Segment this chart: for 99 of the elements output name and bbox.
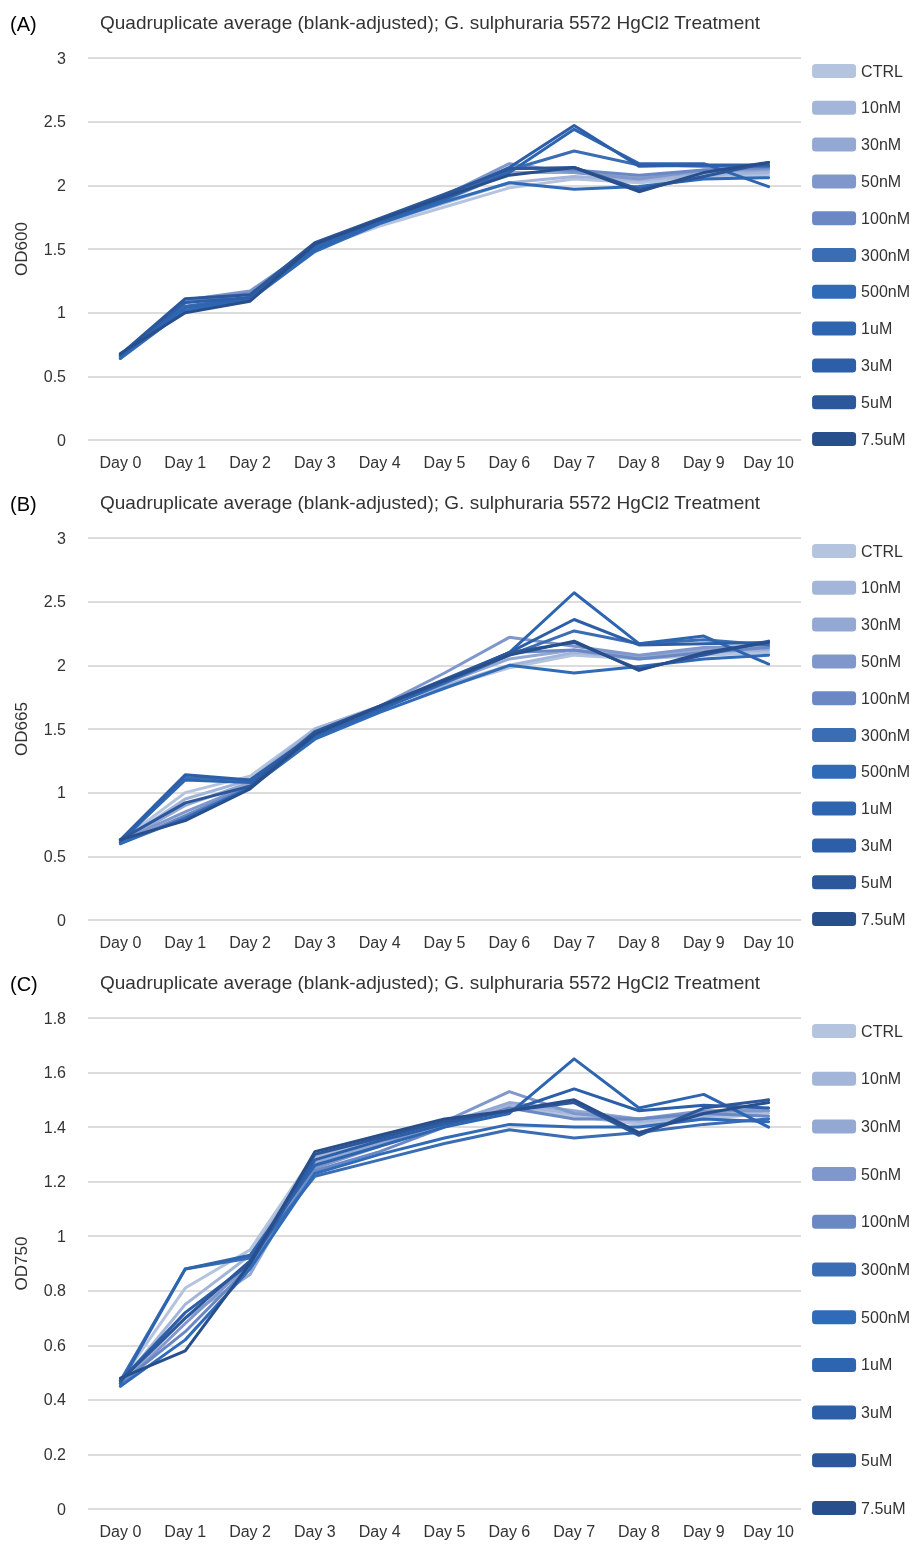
x-tick-label: Day 2 [229,933,272,951]
legend-label: 300nM [861,1261,910,1278]
x-tick-label: Day 9 [682,1522,725,1540]
legend-label: 500nM [861,283,910,301]
y-tick-label: 1 [57,304,67,322]
chart-title: Quadruplicate average (blank-adjusted); G. sulphuraria 5572 HgCl2 Treatment [100,972,761,993]
y-axis-title: OD600 [12,222,31,276]
x-tick-label: Day 8 [618,933,660,951]
x-tick-label: Day 8 [618,1522,660,1540]
x-tick-label: Day 3 [293,933,336,951]
y-tick-label: 0.2 [43,1445,67,1463]
legend-label: CTRL [861,542,903,560]
legend-label: 7.5uM [861,910,906,928]
legend-label: 7.5uM [861,430,906,448]
x-tick-label: Day 10 [743,453,795,471]
y-tick-label: 1.4 [43,1118,67,1136]
x-tick-label: Day 6 [488,1522,531,1540]
text: (B) [10,493,37,515]
legend-label: 10nM [861,99,902,117]
legend-label: 100nM [861,1213,910,1231]
y-tick-label: 3 [57,49,67,67]
y-tick-label: 2.5 [43,593,67,611]
legend-label: 3uM [861,356,893,374]
x-tick-label: Day 1 [164,933,207,951]
y-tick-label: 2 [57,656,67,674]
y-tick-label: 2 [57,176,67,194]
x-tick-label: Day 5 [423,453,466,471]
y-tick-label: 2.5 [43,113,67,131]
x-tick-label: Day 0 [99,933,142,951]
x-tick-label: Day 4 [358,933,401,951]
y-tick-label: 0.5 [43,847,67,865]
x-tick-label: Day 1 [164,453,207,471]
x-tick-label: Day 9 [682,933,725,951]
legend-label: 100nM [861,209,910,227]
legend-label: 100nM [861,689,910,707]
x-tick-label: Day 0 [99,1522,142,1540]
y-tick-label: 0 [57,431,67,449]
x-tick-label: Day 5 [423,1522,466,1540]
x-tick-label: Day 3 [293,453,336,471]
x-tick-label: Day 6 [488,453,531,471]
y-tick-label: 1 [57,784,67,802]
legend-label: 500nM [861,763,910,781]
legend-label: 30nM [861,616,902,634]
legend-label: 30nM [861,1117,902,1135]
y-tick-label: 0.6 [43,1336,67,1354]
legend-label: 5uM [861,393,893,411]
legend-label: 300nM [861,246,910,264]
x-tick-label: Day 10 [743,1522,795,1540]
x-tick-label: Day 3 [293,1522,336,1540]
legend-label: 10nM [861,579,902,597]
legend-label: CTRL [861,62,903,80]
x-tick-label: Day 0 [99,453,142,471]
legend-label: 7.5uM [861,1499,906,1517]
y-tick-label: 1.5 [43,240,67,258]
legend-label: 50nM [861,172,902,190]
legend-label: 50nM [861,652,902,670]
y-tick-label: 0.4 [43,1391,67,1409]
x-tick-label: Day 7 [553,453,596,471]
y-tick-label: 0 [57,911,67,929]
x-tick-label: Day 7 [553,1522,596,1540]
y-tick-label: 1.8 [43,1009,67,1027]
x-tick-label: Day 9 [682,453,725,471]
legend-label: 5uM [861,873,893,891]
x-tick-label: Day 6 [488,933,531,951]
text: (C) [10,973,38,995]
y-tick-label: 3 [57,529,67,547]
chart-title: Quadruplicate average (blank-adjusted); G. sulphuraria 5572 HgCl2 Treatment [100,492,761,513]
x-tick-label: Day 1 [164,1522,207,1540]
x-tick-label: Day 10 [743,933,795,951]
x-tick-label: Day 7 [553,933,596,951]
x-tick-label: Day 2 [229,453,272,471]
legend-label: 1uM [861,800,893,818]
y-tick-label: 0 [57,1500,67,1518]
y-tick-label: 0.5 [43,367,67,385]
legend-label: 10nM [861,1070,902,1088]
y-tick-label: 0.8 [43,1282,67,1300]
legend-label: 3uM [861,1404,893,1422]
x-tick-label: Day 4 [358,1522,401,1540]
chart-title: Quadruplicate average (blank-adjusted); G. sulphuraria 5572 HgCl2 Treatment [100,12,761,33]
legend-label: 3uM [861,836,893,854]
y-tick-label: 1.2 [43,1173,67,1191]
legend-label: 500nM [861,1308,910,1326]
text: (A) [10,13,37,35]
y-tick-label: 1.6 [43,1064,67,1082]
y-axis-title: OD750 [12,1236,31,1291]
y-tick-label: 1.5 [43,720,67,738]
legend-label: 1uM [861,320,893,338]
legend-label: 50nM [861,1165,902,1183]
x-tick-label: Day 4 [358,453,401,471]
y-axis-title: OD665 [12,702,31,756]
x-tick-label: Day 2 [229,1522,272,1540]
legend-label: 30nM [861,136,902,154]
legend-label: 300nM [861,726,910,744]
x-tick-label: Day 5 [423,933,466,951]
legend-label: CTRL [861,1022,903,1040]
x-tick-label: Day 8 [618,453,660,471]
legend-label: 1uM [861,1356,893,1374]
legend-label: 5uM [861,1451,893,1469]
y-tick-label: 1 [57,1227,67,1245]
